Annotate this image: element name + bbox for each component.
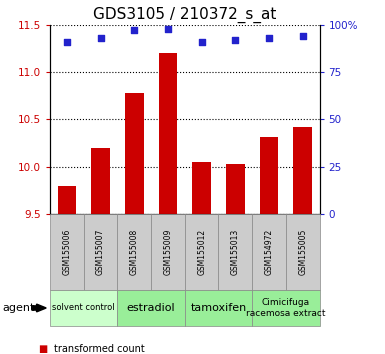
Text: GSM154972: GSM154972 bbox=[264, 229, 273, 275]
Bar bbox=[192, 162, 211, 214]
Point bbox=[131, 28, 137, 33]
Title: GDS3105 / 210372_s_at: GDS3105 / 210372_s_at bbox=[93, 7, 276, 23]
Text: GSM155012: GSM155012 bbox=[197, 229, 206, 275]
Text: GSM155008: GSM155008 bbox=[130, 229, 139, 275]
Text: transformed count: transformed count bbox=[54, 344, 145, 354]
Text: ■: ■ bbox=[38, 344, 48, 354]
Point bbox=[97, 35, 104, 41]
Text: agent: agent bbox=[2, 303, 34, 313]
Text: GSM155009: GSM155009 bbox=[164, 229, 172, 275]
Text: estradiol: estradiol bbox=[127, 303, 176, 313]
Point bbox=[232, 37, 238, 43]
Bar bbox=[260, 137, 278, 214]
Bar bbox=[125, 93, 144, 214]
Bar bbox=[58, 186, 76, 214]
Bar bbox=[159, 53, 177, 214]
Point bbox=[165, 26, 171, 32]
Point bbox=[266, 35, 272, 41]
Text: GSM155013: GSM155013 bbox=[231, 229, 240, 275]
Point bbox=[199, 39, 205, 45]
Point bbox=[300, 33, 306, 39]
Text: GSM155007: GSM155007 bbox=[96, 229, 105, 275]
Text: GSM155006: GSM155006 bbox=[62, 229, 71, 275]
Text: solvent control: solvent control bbox=[52, 303, 115, 313]
Bar bbox=[226, 164, 244, 214]
Bar bbox=[91, 148, 110, 214]
Text: tamoxifen: tamoxifen bbox=[190, 303, 247, 313]
Text: Cimicifuga
racemosa extract: Cimicifuga racemosa extract bbox=[246, 298, 326, 318]
Bar bbox=[293, 127, 312, 214]
Text: GSM155005: GSM155005 bbox=[298, 229, 307, 275]
Point bbox=[64, 39, 70, 45]
